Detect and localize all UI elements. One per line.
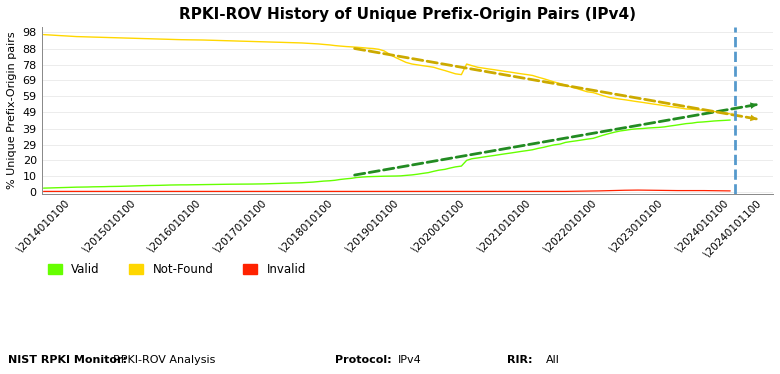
Title: RPKI-ROV History of Unique Prefix-Origin Pairs (IPv4): RPKI-ROV History of Unique Prefix-Origin… [179,7,636,22]
Text: RIR:: RIR: [507,355,533,365]
Text: NIST RPKI Monitor:: NIST RPKI Monitor: [8,355,127,365]
Legend: Valid, Not-Found, Invalid: Valid, Not-Found, Invalid [48,263,307,276]
Text: RPKI-ROV Analysis: RPKI-ROV Analysis [113,355,215,365]
Text: IPv4: IPv4 [398,355,421,365]
Y-axis label: % Unique Prefix-Origin pairs: % Unique Prefix-Origin pairs [7,32,17,189]
Text: Protocol:: Protocol: [335,355,392,365]
Text: All: All [546,355,560,365]
